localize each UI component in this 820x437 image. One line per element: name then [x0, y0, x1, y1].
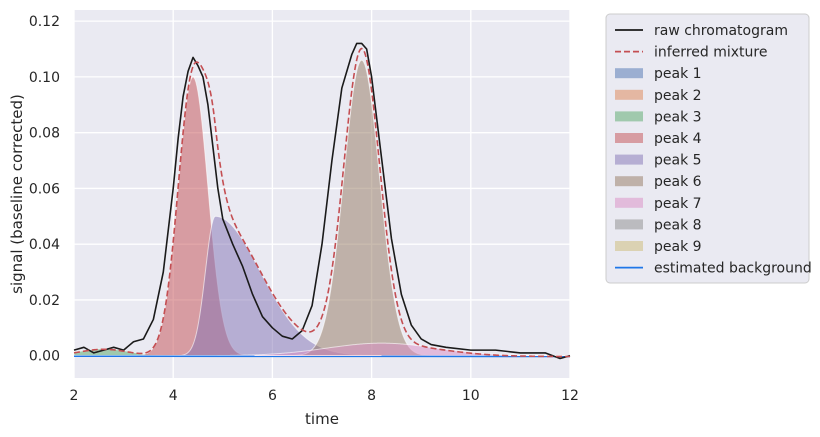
legend-label: peak 5 [654, 153, 702, 169]
legend-entry: peak 7 [615, 196, 702, 212]
legend-label: peak 3 [654, 109, 702, 125]
x-tick-label: 4 [169, 388, 178, 404]
x-tick-label: 10 [462, 388, 480, 404]
legend-label: peak 1 [654, 66, 702, 82]
legend-patch-swatch [615, 241, 643, 251]
legend: raw chromatogram inferred mixture peak 1 pe… [605, 13, 812, 284]
legend-label: peak 7 [654, 196, 702, 212]
legend-entry: inferred mixture [615, 45, 767, 61]
legend-label: peak 4 [654, 131, 702, 147]
legend-patch-swatch [615, 68, 643, 79]
grid [73, 10, 571, 378]
legend-patch-swatch [615, 197, 643, 208]
legend-entry: peak 6 [615, 174, 702, 190]
y-tick-labels: 0.00 0.02 0.04 0.06 0.08 0.10 0.12 [29, 14, 60, 365]
plot-area [74, 10, 570, 378]
legend-entry: peak 2 [615, 88, 702, 104]
x-axis-label: time [305, 410, 339, 428]
legend-patch-swatch [615, 89, 643, 100]
legend-patch-swatch [615, 154, 643, 165]
legend-label: peak 2 [654, 88, 702, 104]
x-tick-labels: 2 4 6 8 10 12 [70, 388, 579, 404]
legend-label: peak 9 [654, 239, 702, 255]
legend-entry: estimated background [615, 261, 812, 277]
y-tick-label: 0.00 [29, 349, 60, 365]
legend-entry: peak 1 [615, 66, 702, 82]
y-tick-label: 0.10 [29, 70, 60, 86]
x-tick-label: 12 [561, 388, 579, 404]
legend-entry: peak 8 [615, 217, 702, 233]
legend-label: raw chromatogram [654, 23, 788, 39]
y-axis-label: signal (baseline corrected) [8, 94, 26, 294]
series-lines [73, 42, 571, 360]
legend-label: estimated background [654, 261, 812, 277]
y-tick-label: 0.06 [29, 181, 60, 197]
legend-entry: peak 4 [615, 131, 702, 147]
legend-patch-swatch [615, 111, 643, 122]
legend-entry: peak 3 [615, 109, 702, 125]
legend-entry: raw chromatogram [615, 23, 788, 39]
legend-patch-swatch [615, 219, 643, 230]
y-tick-label: 0.04 [29, 237, 60, 253]
legend-entry: peak 9 [615, 239, 702, 255]
legend-label: inferred mixture [654, 45, 767, 61]
inferred-mixture-line [73, 47, 570, 358]
y-tick-label: 0.02 [29, 293, 60, 309]
legend-box [605, 13, 810, 284]
legend-entry: peak 5 [615, 153, 702, 169]
y-tick-label: 0.12 [29, 14, 60, 30]
x-tick-label: 6 [268, 388, 277, 404]
legend-patch-swatch [615, 176, 643, 187]
y-tick-label: 0.08 [29, 126, 60, 142]
raw-chromatogram-line [73, 42, 571, 360]
x-tick-label: 2 [70, 388, 79, 404]
x-tick-label: 8 [367, 388, 376, 404]
legend-label: peak 6 [654, 174, 702, 190]
legend-patch-swatch [615, 133, 643, 143]
legend-label: peak 8 [654, 217, 702, 233]
